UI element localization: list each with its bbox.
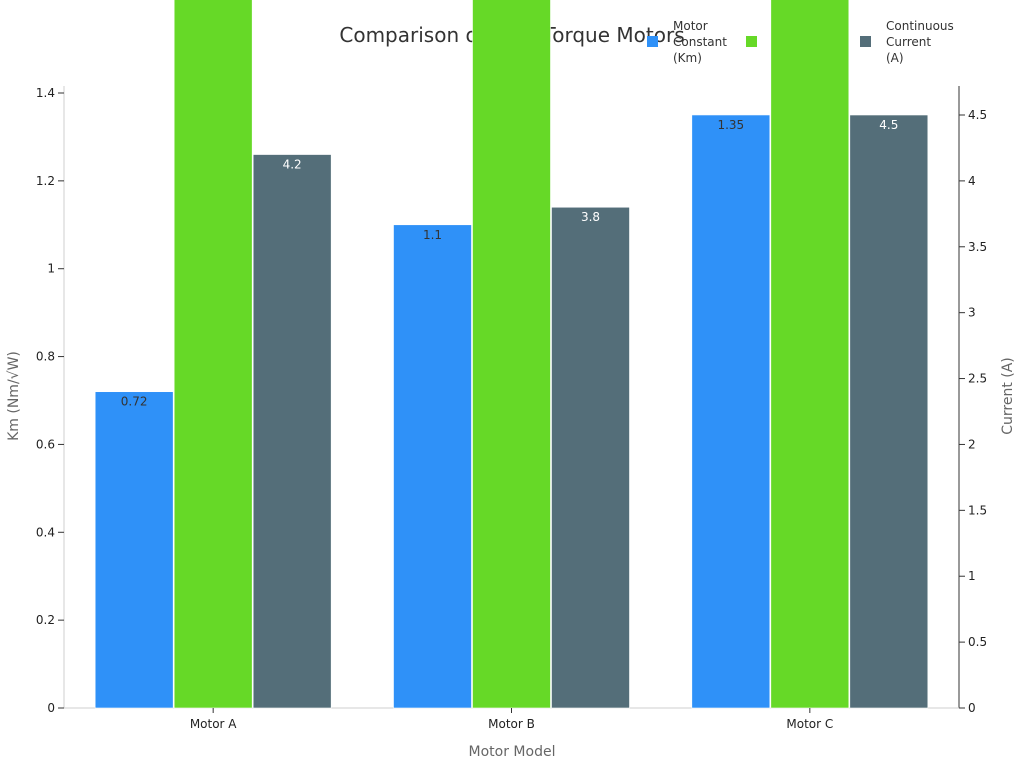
bar-labels: 0.722.54.21.13.33.81.354.04.5 [121, 118, 899, 409]
legend-label-line: Motor [673, 19, 708, 33]
y-axis-left-title: Km (Nm/√W) [6, 351, 22, 441]
x-axis-title: Motor Model [469, 744, 556, 760]
legend-label: Continuous Current (A) [886, 19, 954, 65]
left-tick-label: 1 [47, 262, 55, 276]
bar-value-label: 3.8 [581, 210, 600, 224]
legend-label-line: (A) [886, 51, 904, 65]
left-tick-label: 0.4 [36, 525, 55, 539]
legend-swatch [647, 36, 658, 47]
right-tick-label: 0 [968, 701, 976, 715]
right-tick-label: 3.5 [968, 240, 987, 254]
bar-value-label: 4.2 [283, 158, 302, 172]
x-tick-label: Motor A [190, 717, 237, 731]
bar-value-label: 0.72 [121, 395, 148, 409]
legend-label-line: Current [886, 35, 931, 49]
legend-label-line: Continuous [886, 19, 954, 33]
left-tick-label: 0.6 [36, 437, 55, 451]
bar-1-2 [393, 224, 472, 709]
x-tick-label: Motor B [488, 717, 535, 731]
bar-3-1 [252, 154, 332, 709]
bar-3-3 [849, 114, 929, 709]
right-tick-label: 3 [968, 306, 976, 320]
left-tick-label: 1.4 [36, 86, 55, 100]
right-tick-label: 2.5 [968, 372, 987, 386]
bar-1-1 [94, 391, 174, 709]
legend-label-line: (Km) [673, 51, 702, 65]
x-axis-ticks: Motor A Motor B Motor C [190, 708, 833, 731]
bar-value-label: 1.35 [717, 118, 744, 132]
bar-2-2 [472, 0, 551, 709]
right-tick-label: 4 [968, 174, 976, 188]
right-tick-label: 1 [968, 569, 976, 583]
legend-label: Motor Constant (Km) [673, 19, 727, 65]
x-tick-label: Motor C [786, 717, 833, 731]
left-tick-label: 0.2 [36, 613, 55, 627]
right-tick-label: 1.5 [968, 503, 987, 517]
right-tick-label: 0.5 [968, 635, 987, 649]
legend-swatch [746, 36, 757, 47]
right-tick-label: 2 [968, 437, 976, 451]
left-tick-label: 1.2 [36, 174, 55, 188]
y-axis-right-title: Current (A) [1000, 357, 1016, 435]
bars [94, 0, 929, 709]
left-tick-label: 0 [47, 701, 55, 715]
left-axis-ticks: 0 0.2 0.4 0.6 0.8 1 1.2 1.4 [36, 86, 64, 715]
bar-2-3 [770, 0, 850, 709]
right-tick-label: 4.5 [968, 108, 987, 122]
legend-swatch [860, 36, 871, 47]
bar-value-label: 4.5 [879, 118, 898, 132]
left-tick-label: 0.8 [36, 350, 55, 364]
bar-1-3 [691, 114, 771, 709]
bar-3-2 [551, 206, 630, 709]
bar-value-label: 1.1 [423, 228, 442, 242]
legend-label-line: Constant [673, 35, 727, 49]
bar-2-1 [173, 0, 253, 709]
right-axis-ticks: 0 0.5 1 1.5 2 2.5 3 3.5 4 4.5 [959, 108, 987, 715]
